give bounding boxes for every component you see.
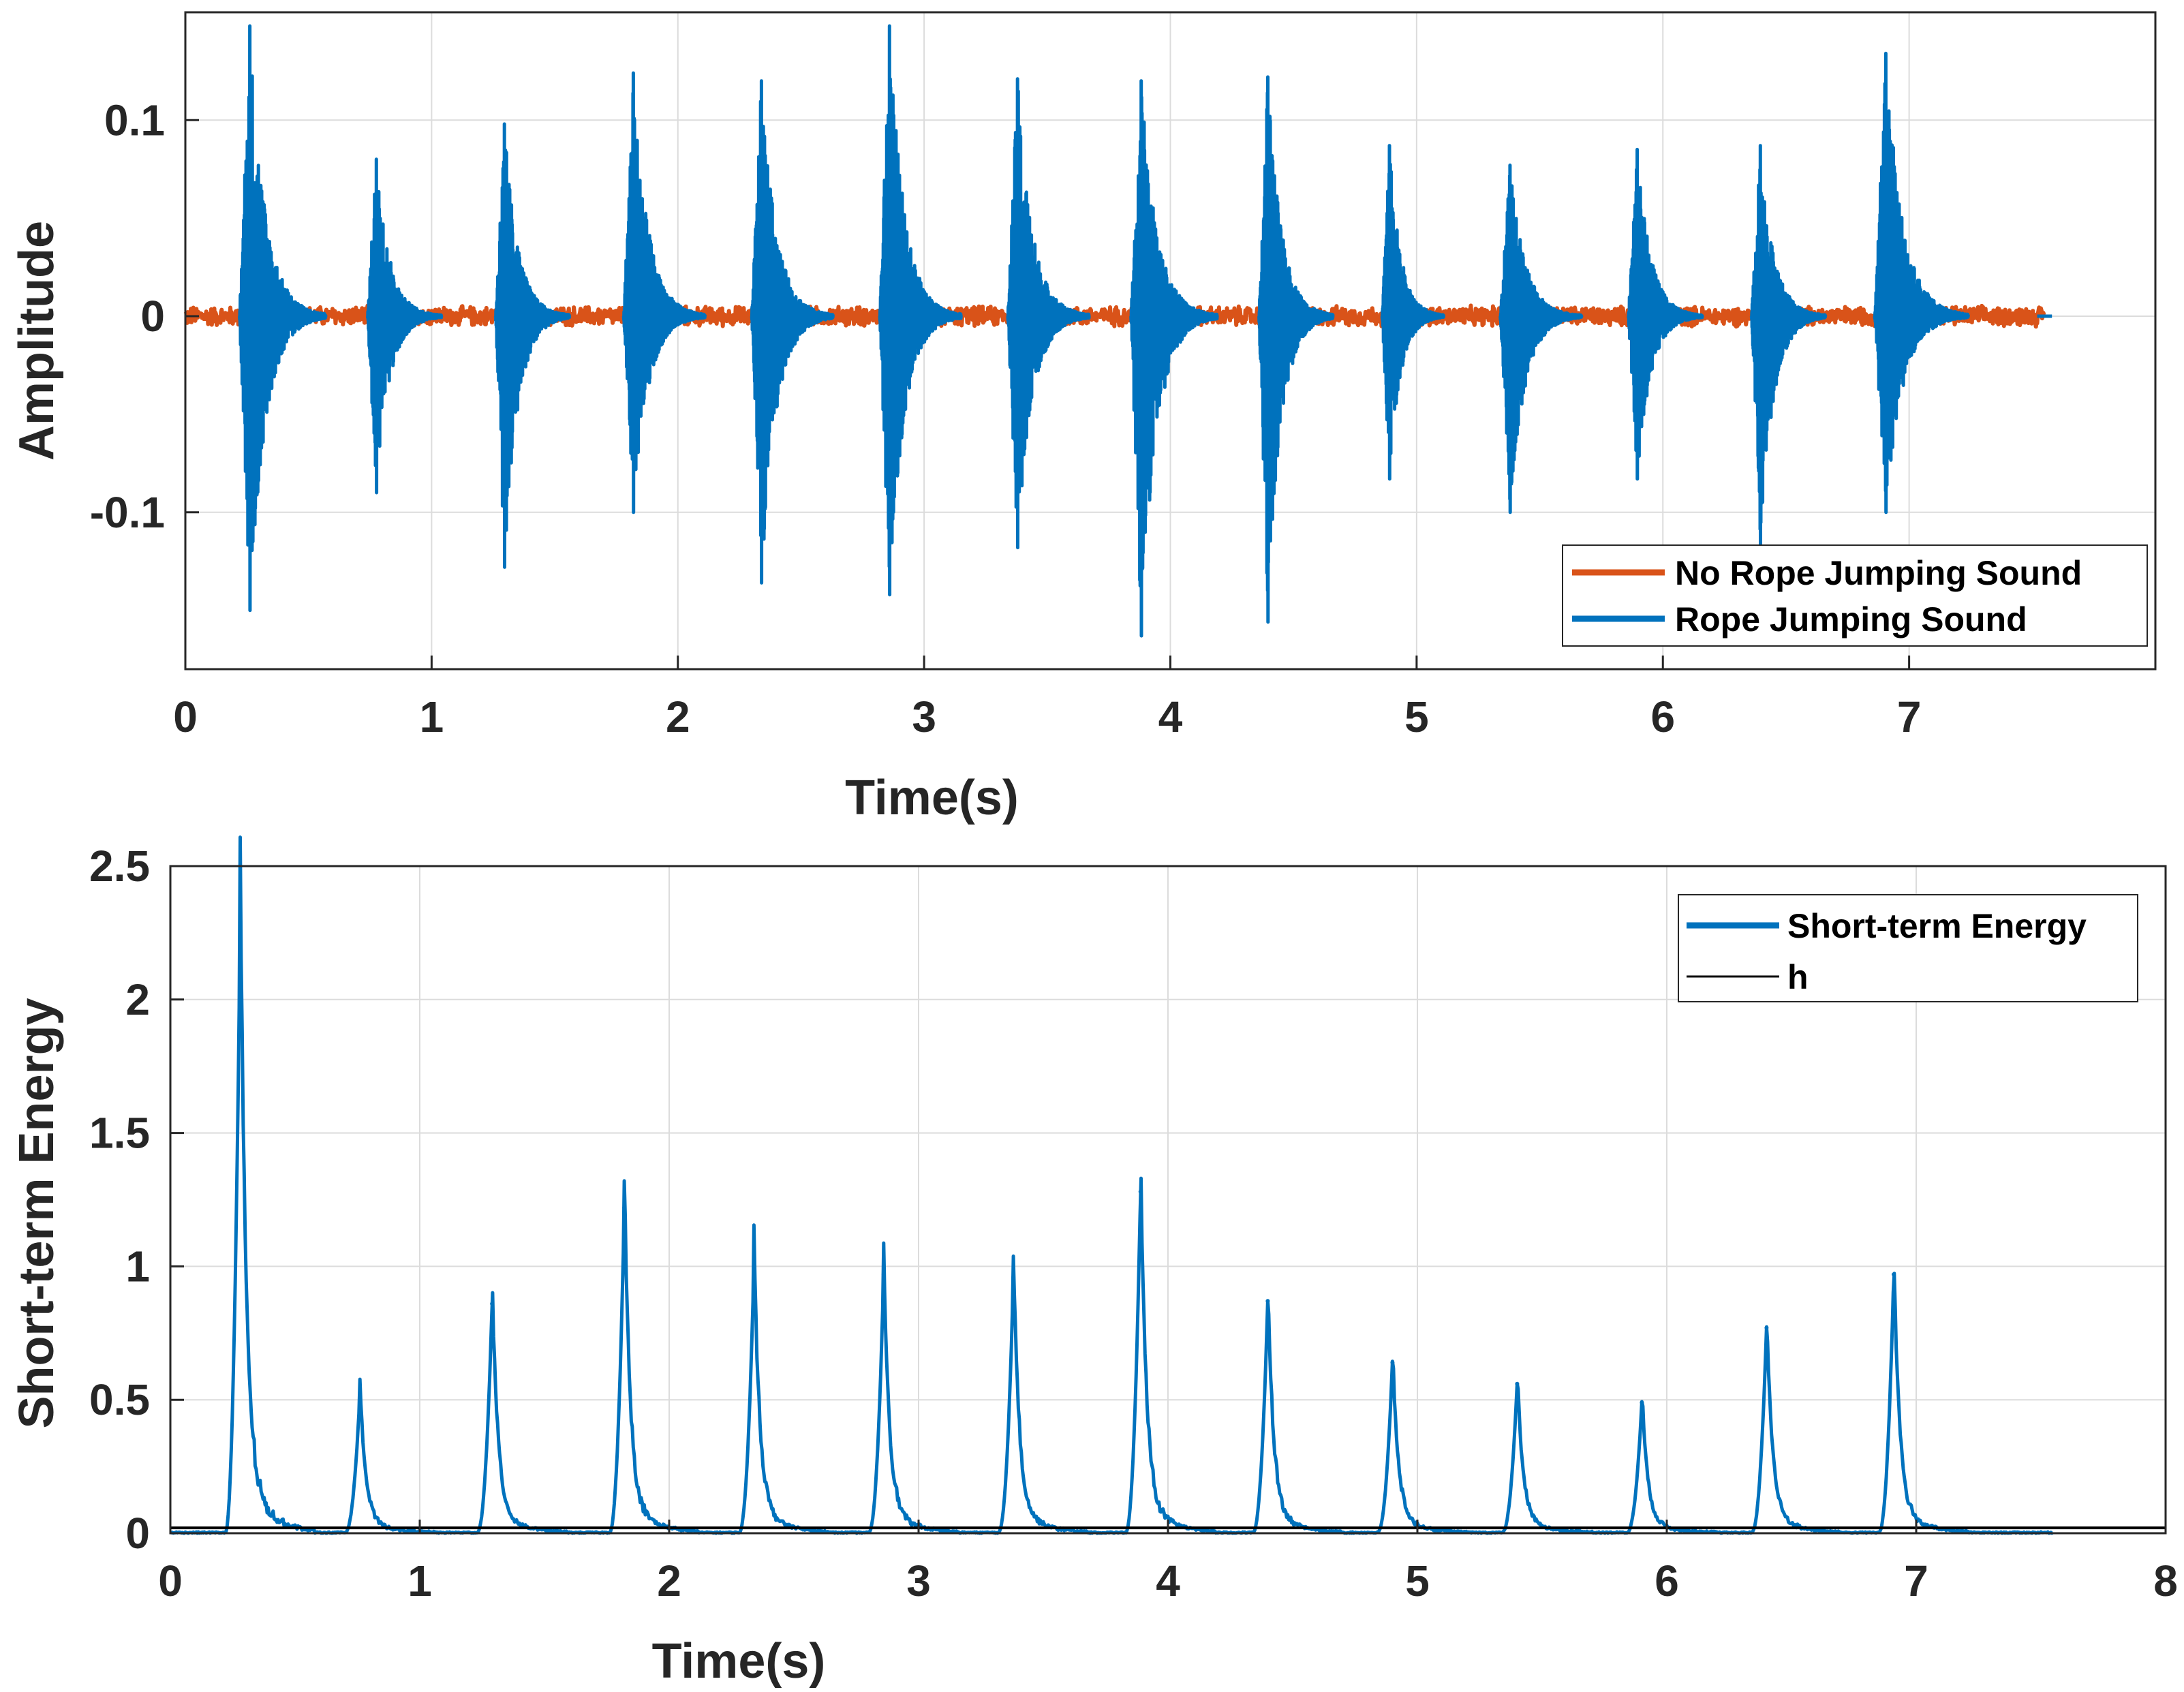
energy-plot: 0 1 2 3 4 5 6 7 8 0 0.5 1 1.5 2 2.5 Time(s) Short-term… [10,835,2178,1689]
rope-jump-burst [621,71,707,514]
x-tick-label: 3 [912,692,936,741]
y-tick-label: 0.5 [89,1375,150,1424]
rope-jump-burst [1006,77,1091,550]
rope-jump-burst [750,79,835,585]
waveform-series [183,24,2052,638]
energy-peak-point [358,1392,363,1397]
energy-peak-point [1138,1189,1143,1194]
rope-jump-burst [1380,144,1446,481]
energy-peak-point [1390,1360,1395,1365]
rope-jump-burst [493,122,572,569]
legend-label-no-rope: No Rope Jumping Sound [1675,554,2082,592]
energy-peak-point [1892,1272,1896,1277]
legend-label-energy: Short-term Energy [1787,907,2087,945]
energy-peak-point [752,1261,756,1266]
rope-jump-burst [1627,147,1704,481]
legend-label-threshold: h [1787,958,1809,996]
y-tick-label: 0 [125,1509,150,1558]
rope-jump-burst [878,24,963,597]
waveform-plot: 0 1 2 3 4 5 6 7 -0.1 0 0.1 Time(s) Amplitude No Ro… [10,11,2157,825]
energy-y-axis-label: Short-term Energy [10,998,64,1428]
energy-peak-point [622,1205,627,1210]
rope-jump-burst [365,157,444,495]
x-tick-label: 2 [657,1556,681,1605]
x-tick-label: 7 [1904,1556,1928,1605]
waveform-legend-box [1562,544,2148,647]
x-tick-label: 5 [1405,1556,1430,1605]
energy-peak-point [1764,1325,1769,1330]
rope-jump-burst [1257,75,1335,624]
x-tick-label: 5 [1404,692,1429,741]
energy-peak-point [1011,1275,1016,1280]
x-tick-label: 4 [1156,1556,1180,1605]
y-tick-label: -0.1 [90,488,165,537]
waveform-legend: No Rope Jumping Sound Rope Jumping Sound [1562,544,2148,647]
energy-peak-point [1515,1381,1520,1386]
rope-jump-burst [238,24,328,613]
x-tick-label: 1 [407,1556,432,1605]
energy-peak-point [1265,1299,1270,1304]
energy-legend-box [1678,894,2138,1002]
x-tick-label: 7 [1897,692,1922,741]
rope-jump-burst [1498,164,1584,514]
y-tick-label: 2.5 [89,842,150,891]
energy-peak-point [1640,1400,1644,1405]
energy-ticks: 0 1 2 3 4 5 6 7 8 0 0.5 1 1.5 2 2.5 [89,842,2178,1605]
x-tick-label: 0 [158,1556,183,1605]
waveform-x-axis-label: Time(s) [845,771,1019,825]
y-tick-label: 0.1 [104,95,165,144]
x-tick-label: 4 [1158,692,1183,741]
y-tick-label: 1.5 [89,1109,150,1158]
energy-peak-point [238,920,243,925]
y-tick-label: 2 [125,975,150,1024]
x-tick-label: 1 [420,692,444,741]
energy-x-axis-label: Time(s) [652,1634,826,1689]
rope-jump-burst [1129,79,1219,638]
rope-jump-burst [1749,144,1828,548]
x-tick-label: 3 [906,1556,931,1605]
x-tick-label: 6 [1650,692,1675,741]
x-tick-label: 2 [666,692,690,741]
y-tick-label: 0 [140,292,165,341]
x-tick-label: 0 [173,692,198,741]
rope-jump-burst [1873,51,1970,514]
y-tick-label: 1 [125,1242,150,1291]
energy-peak-point [881,1272,886,1277]
energy-peak-point [490,1302,495,1306]
waveform-y-axis-label: Amplitude [10,221,64,461]
x-tick-label: 8 [2153,1556,2178,1605]
x-tick-label: 6 [1655,1556,1679,1605]
waveform-ticks: 0 1 2 3 4 5 6 7 -0.1 0 0.1 [90,95,1922,741]
energy-legend: Short-term Energy h [1678,894,2138,1002]
legend-label-rope: Rope Jumping Sound [1675,600,2027,639]
